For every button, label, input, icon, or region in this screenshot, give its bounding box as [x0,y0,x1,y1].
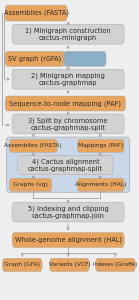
Text: Whole-genome alignment (HAL): Whole-genome alignment (HAL) [15,237,122,243]
FancyBboxPatch shape [7,137,130,192]
FancyBboxPatch shape [12,114,124,134]
FancyBboxPatch shape [18,155,113,175]
FancyBboxPatch shape [12,202,124,222]
FancyBboxPatch shape [77,139,124,152]
Text: Sequence-to-node mapping (PAF): Sequence-to-node mapping (PAF) [9,100,121,107]
Text: 3) Split by chromosome
cactus-graphmap-split: 3) Split by chromosome cactus-graphmap-s… [28,117,108,131]
FancyBboxPatch shape [64,51,106,66]
Text: Assemblies (FASTA): Assemblies (FASTA) [4,10,69,16]
Text: SV graph (rGFA): SV graph (rGFA) [8,56,61,62]
FancyBboxPatch shape [5,51,64,66]
Text: Variants (VCF): Variants (VCF) [49,262,90,267]
Text: 1) Minigraph construction
cactus-minigraph: 1) Minigraph construction cactus-minigra… [25,27,111,41]
FancyBboxPatch shape [50,258,89,272]
FancyBboxPatch shape [9,139,57,152]
FancyBboxPatch shape [12,24,124,44]
Text: Assemblies (FASTA): Assemblies (FASTA) [4,143,62,148]
FancyBboxPatch shape [95,258,135,272]
Text: 4) Cactus alignment
cactus-graphmap-split: 4) Cactus alignment cactus-graphmap-spli… [28,158,103,172]
Text: 2) Minigraph mapping
cactus-graphmap: 2) Minigraph mapping cactus-graphmap [31,72,105,86]
FancyBboxPatch shape [5,5,67,21]
FancyBboxPatch shape [2,258,42,272]
Text: Mappings (PAF): Mappings (PAF) [78,143,124,148]
Text: Graphs (vg): Graphs (vg) [13,182,48,187]
FancyBboxPatch shape [12,232,124,247]
Text: Graph (GFA): Graph (GFA) [4,262,40,267]
Text: 5) Indexing and clipping
cactus-graphmap-join: 5) Indexing and clipping cactus-graphmap… [28,205,108,219]
FancyBboxPatch shape [5,96,126,111]
FancyBboxPatch shape [77,178,124,191]
Text: Indexes (Giraffe): Indexes (Giraffe) [93,262,137,267]
FancyBboxPatch shape [12,69,124,89]
Text: Alignments (HAL): Alignments (HAL) [75,182,126,187]
FancyBboxPatch shape [9,178,52,191]
